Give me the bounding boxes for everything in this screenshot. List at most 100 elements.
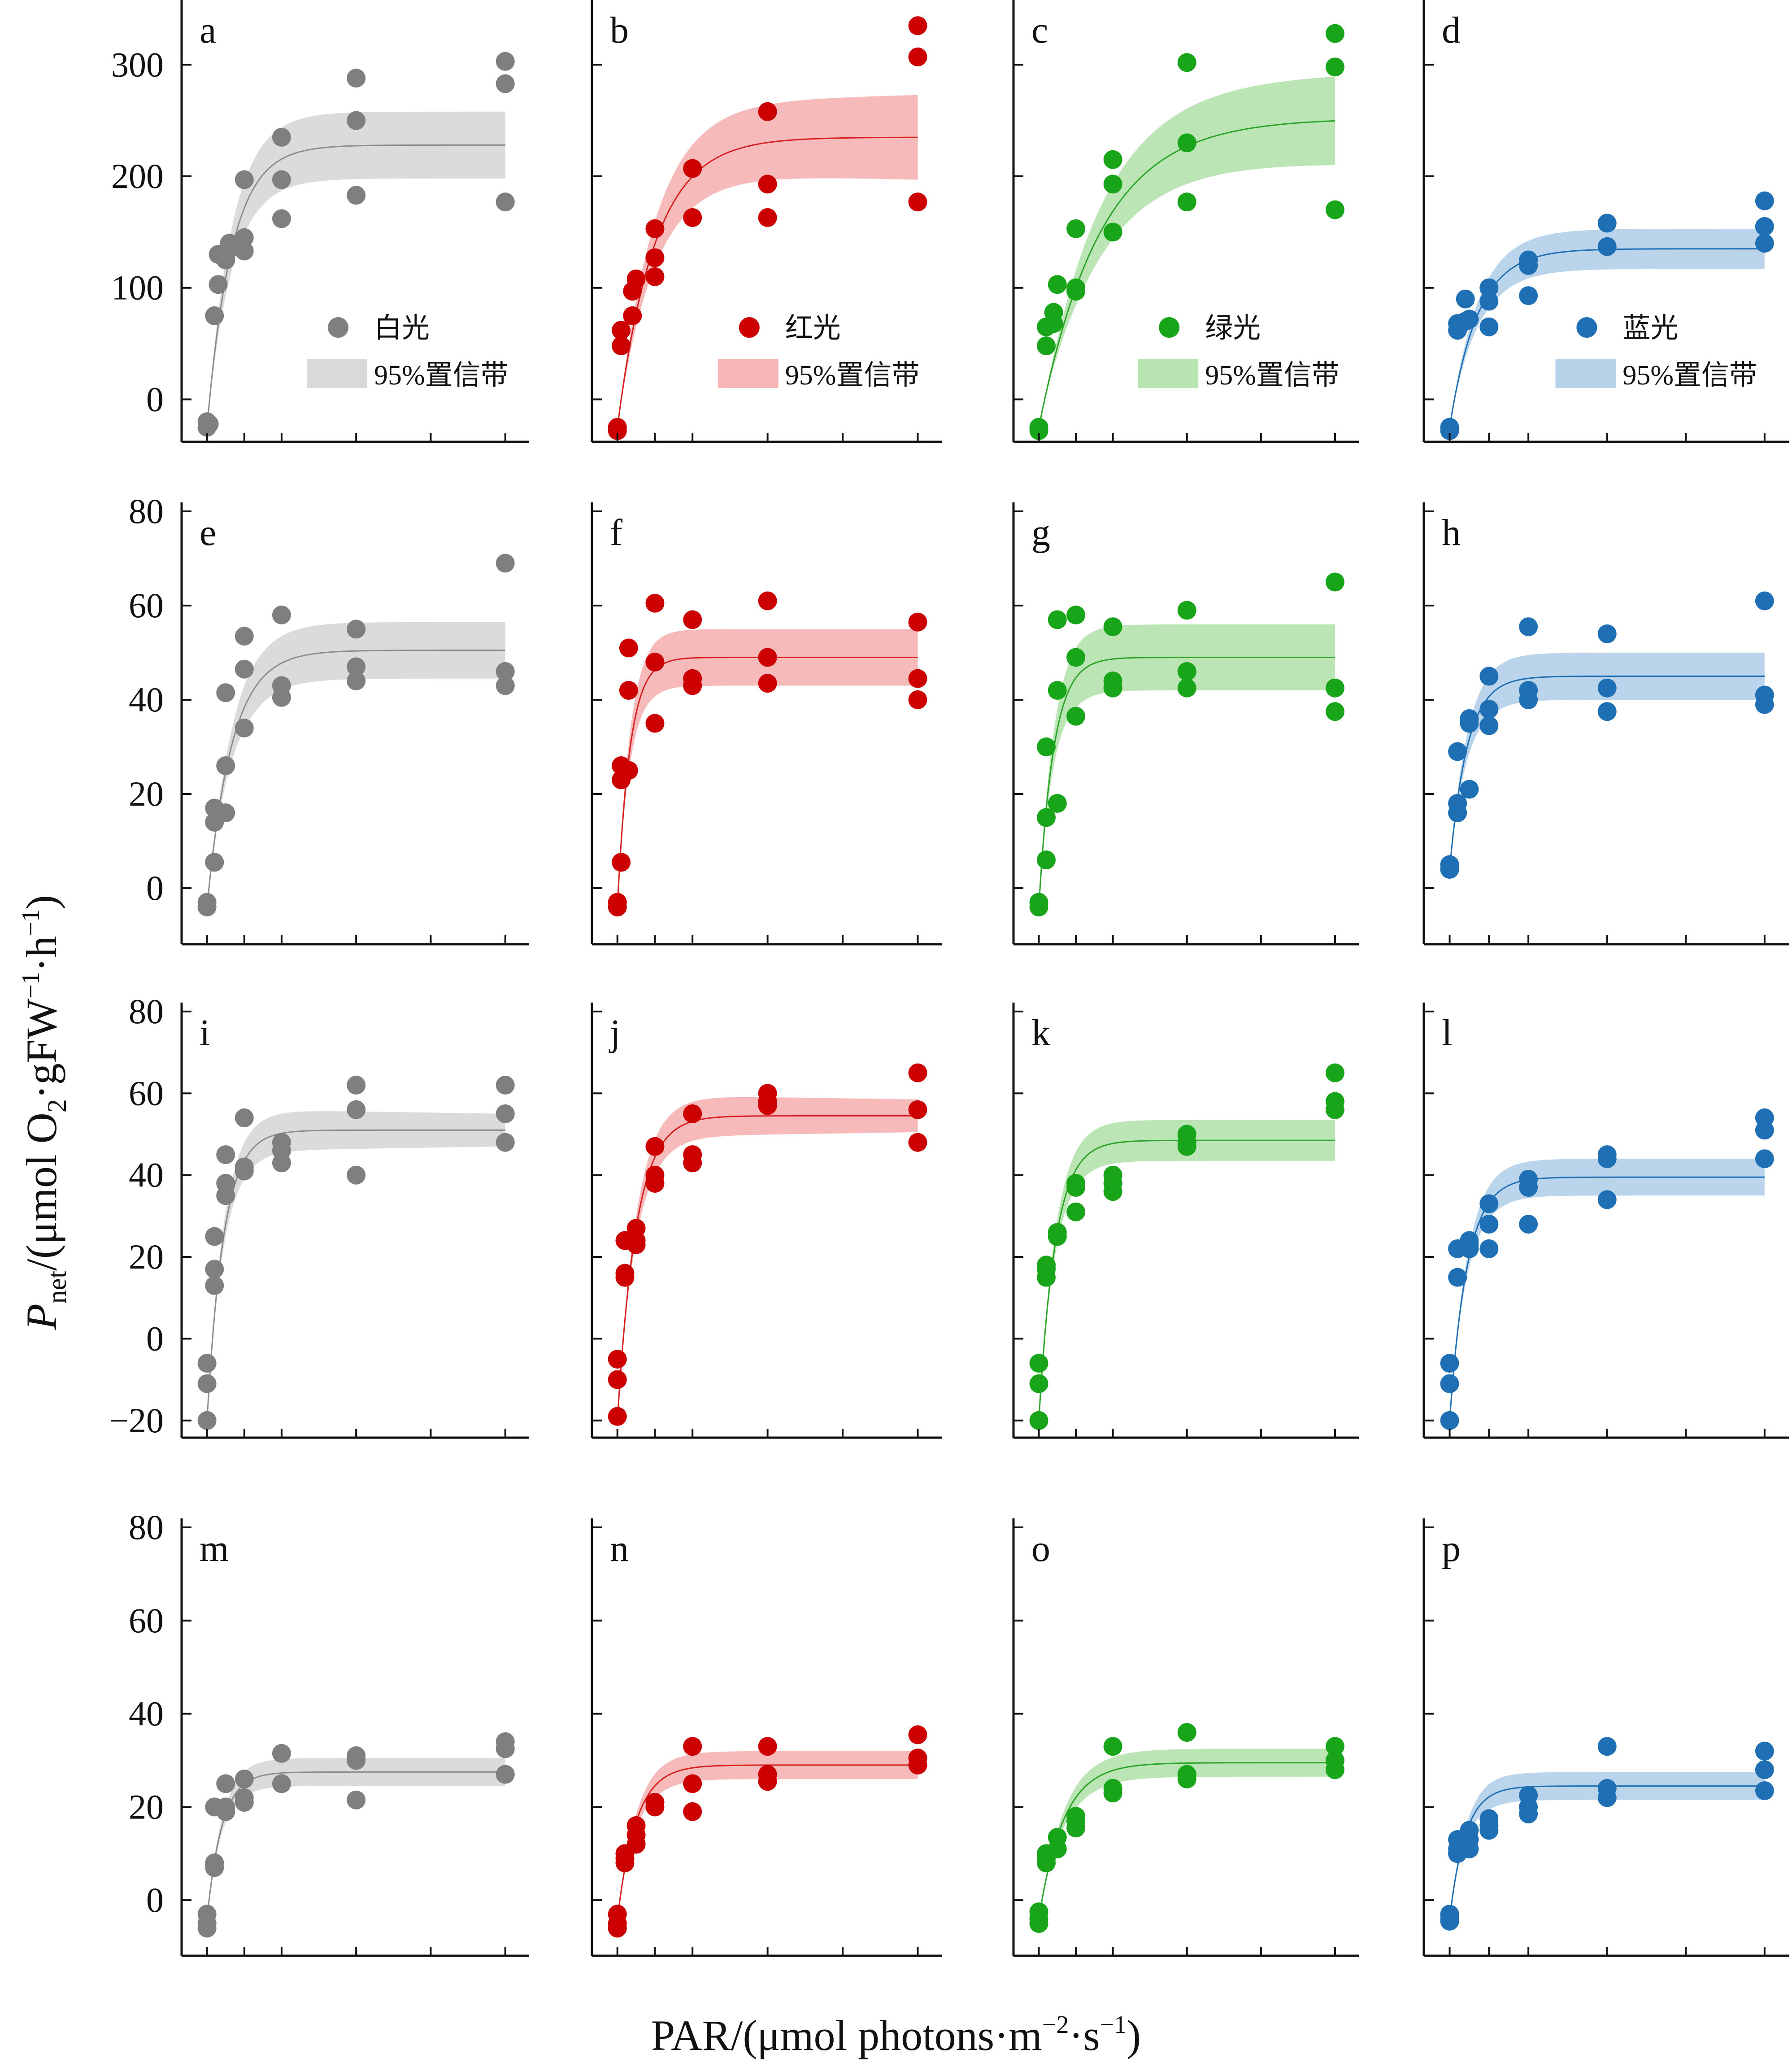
data-point	[908, 1755, 927, 1775]
data-point	[1597, 624, 1617, 643]
data-point	[645, 219, 665, 238]
y-tick-label: 60	[129, 1601, 164, 1640]
data-point	[683, 610, 702, 629]
panel-n: n	[591, 1518, 942, 1957]
data-point	[1177, 133, 1196, 153]
panel-g: g	[1012, 502, 1359, 946]
legend-band-swatch	[1138, 359, 1199, 388]
legend-label: 绿光	[1205, 313, 1261, 344]
data-point	[235, 1108, 254, 1128]
legend-marker	[739, 317, 760, 338]
confidence-band	[617, 95, 918, 427]
data-point	[1755, 1760, 1774, 1779]
data-point	[1479, 1215, 1499, 1234]
data-point	[1755, 1781, 1774, 1800]
data-point	[235, 241, 254, 261]
fit-line	[1038, 1762, 1335, 1919]
confidence-band	[617, 1751, 918, 1919]
data-point	[1755, 1741, 1774, 1761]
data-point	[347, 1100, 366, 1119]
data-point	[612, 321, 631, 340]
data-point	[272, 170, 291, 189]
data-point	[496, 662, 515, 681]
data-point	[1755, 191, 1774, 210]
data-point	[1177, 678, 1196, 698]
data-point	[758, 674, 777, 693]
panel-a: 0 100 200 300 a 白光 95%置信带	[111, 0, 529, 443]
data-point	[1103, 150, 1122, 169]
data-point	[347, 186, 366, 205]
data-point	[1029, 421, 1048, 440]
panel-letter: h	[1442, 512, 1461, 554]
data-point	[1519, 256, 1538, 275]
fit-line	[617, 1115, 918, 1421]
data-point	[608, 1350, 627, 1369]
data-point	[908, 669, 927, 688]
data-point	[1460, 780, 1479, 799]
data-point	[1755, 1149, 1774, 1169]
data-point	[235, 228, 254, 247]
data-point	[1755, 234, 1774, 253]
data-point	[1103, 1737, 1122, 1756]
data-point	[1325, 57, 1344, 77]
y-tick-label: 20	[129, 774, 164, 813]
data-point	[1103, 678, 1122, 698]
data-point	[209, 275, 228, 294]
data-point	[1755, 695, 1774, 714]
data-point	[1519, 1178, 1538, 1197]
y-tick-label: 0	[146, 379, 164, 419]
data-point	[205, 1276, 224, 1295]
panel-k: k	[1012, 1003, 1359, 1439]
panel-letter: l	[1442, 1012, 1452, 1054]
data-point	[347, 111, 366, 130]
y-tick-label: 80	[129, 1508, 164, 1547]
legend-band-swatch	[307, 359, 367, 388]
data-point	[683, 1737, 702, 1756]
data-point	[626, 269, 646, 288]
data-point	[1448, 803, 1467, 822]
data-point	[608, 1370, 627, 1389]
data-point	[908, 16, 927, 35]
data-point	[1103, 222, 1122, 242]
data-point	[758, 648, 777, 667]
panel-p: p	[1422, 1518, 1789, 1957]
panel-letter: f	[610, 512, 622, 554]
data-point	[615, 1268, 635, 1287]
data-point	[683, 1802, 702, 1821]
data-point	[205, 1227, 224, 1246]
data-point	[645, 714, 665, 733]
data-point	[1044, 303, 1063, 322]
data-point	[1325, 678, 1344, 698]
data-point	[1448, 742, 1467, 761]
fit-line	[1449, 676, 1765, 870]
panel-letter: i	[200, 1012, 210, 1054]
confidence-band	[207, 111, 505, 427]
data-point	[1066, 1178, 1086, 1197]
data-point	[1037, 850, 1056, 869]
panel-letter: a	[200, 9, 216, 51]
fit-line	[206, 144, 505, 427]
fit-line	[617, 136, 918, 427]
legend-ci-label: 95%置信带	[785, 360, 920, 391]
fit-line	[1038, 657, 1335, 907]
data-point	[683, 208, 702, 227]
data-point	[645, 1137, 665, 1156]
y-tick-label: −20	[109, 1401, 164, 1440]
data-point	[1029, 1411, 1048, 1430]
data-point	[1519, 1804, 1538, 1823]
data-point	[645, 653, 665, 672]
data-point	[197, 1411, 217, 1430]
data-point	[758, 174, 777, 194]
data-point	[619, 681, 638, 700]
data-point	[615, 1853, 635, 1872]
panel-j: j	[591, 1003, 942, 1439]
legend-label: 白光	[374, 313, 430, 344]
data-point	[496, 1739, 515, 1758]
data-point	[1440, 1911, 1459, 1931]
data-point	[1460, 1839, 1479, 1858]
data-point	[645, 1797, 665, 1817]
confidence-band	[1449, 1159, 1765, 1421]
data-point	[683, 1774, 702, 1793]
data-point	[1103, 174, 1122, 194]
confidence-band	[1039, 1749, 1335, 1919]
